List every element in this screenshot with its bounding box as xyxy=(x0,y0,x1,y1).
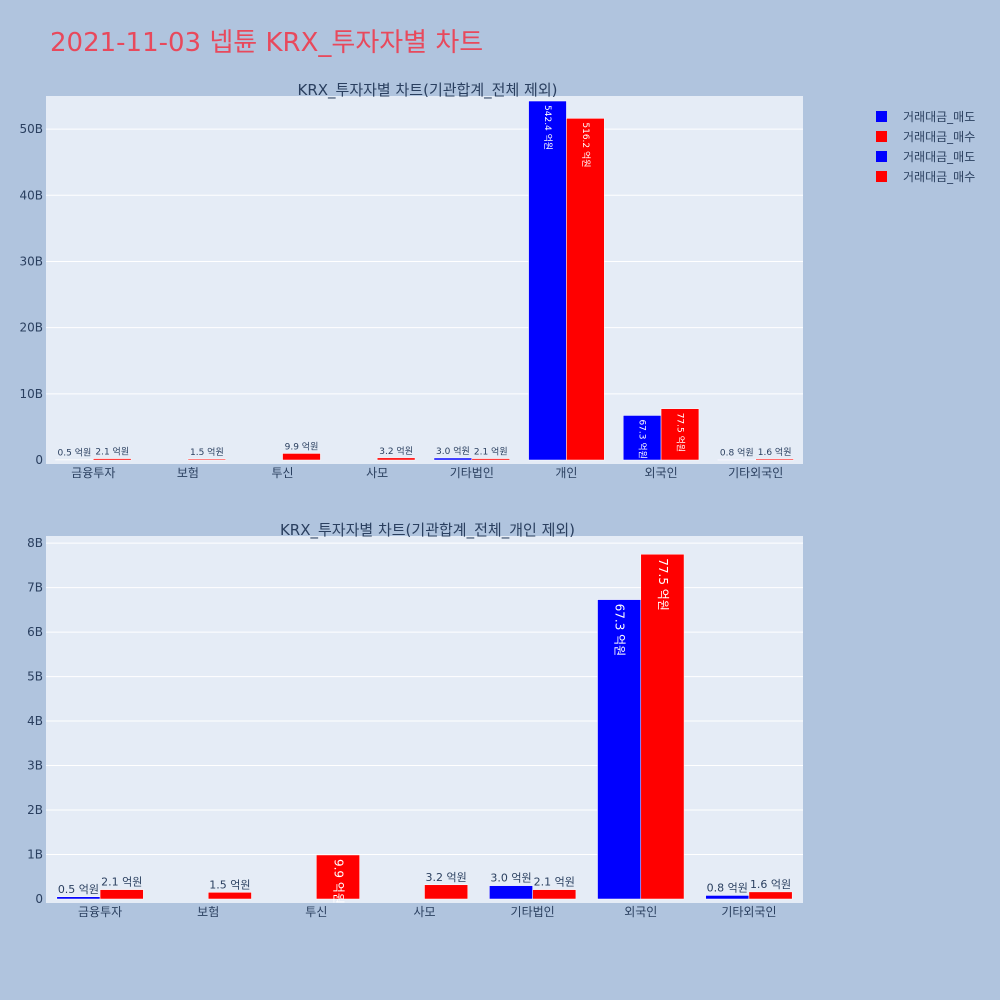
legend-item[interactable]: 거래대금_매도 xyxy=(876,106,975,126)
bar-buy xyxy=(640,553,685,900)
data-label: 0.8 억원 xyxy=(720,446,754,458)
x-tick-label: 투신 xyxy=(272,466,294,480)
x-tick-label: 보험 xyxy=(177,466,199,480)
bar-buy xyxy=(207,892,252,900)
legend[interactable]: 거래대금_매도 거래대금_매수 거래대금_매도 거래대금_매수 xyxy=(876,106,975,186)
data-label: 3.0 억원 xyxy=(490,872,531,885)
bar-buy xyxy=(282,453,321,461)
page-title: 2021-11-03 넵튠 KRX_투자자별 차트 xyxy=(50,28,484,58)
data-label: 3.0 억원 xyxy=(436,445,470,457)
data-label: 2.1 억원 xyxy=(474,446,508,458)
bar-sell xyxy=(597,599,642,900)
legend-swatch-buy xyxy=(876,130,887,142)
chart-title: KRX_투자자별 차트(기관합계_전체_개인 제외) xyxy=(280,521,575,540)
data-label: 9.9 억원 xyxy=(331,859,345,904)
legend-swatch-sell xyxy=(876,110,887,122)
x-tick-label: 보험 xyxy=(197,905,219,919)
legend-swatch-buy xyxy=(876,170,887,182)
bar-buy xyxy=(660,408,700,461)
data-label: 1.5 억원 xyxy=(209,878,250,891)
bar-buy xyxy=(748,891,793,900)
data-label: 0.5 억원 xyxy=(58,447,92,459)
y-tick-label: 0 xyxy=(35,892,43,906)
bar-buy xyxy=(376,457,416,461)
bar-sell xyxy=(56,896,101,900)
y-tick-label: 50B xyxy=(19,122,43,136)
y-tick-label: 7B xyxy=(27,581,43,595)
data-label: 2.1 억원 xyxy=(101,876,142,889)
x-tick-label: 사모 xyxy=(413,905,435,919)
y-tick-label: 2B xyxy=(27,803,43,817)
y-tick-label: 40B xyxy=(19,188,43,202)
x-tick-label: 기타법인 xyxy=(450,466,494,480)
chart-1: 0 10B 20B 30B 40B 50B KRX_투자자별 차트(기관합계_전체 제외) 금… xyxy=(19,81,803,480)
data-label: 0.5 억원 xyxy=(58,883,99,896)
data-label: 1.5 억원 xyxy=(190,446,224,458)
data-label: 67.3 억원 xyxy=(637,419,649,458)
x-tick-label: 금융투자 xyxy=(78,905,122,919)
x-tick-label: 개인 xyxy=(555,466,577,480)
y-tick-label: 0 xyxy=(35,453,43,467)
x-tick-label: 외국인 xyxy=(645,466,678,480)
legend-item[interactable]: 거래대금_매수 xyxy=(876,126,975,146)
data-label: 2.1 억원 xyxy=(95,446,129,458)
legend-label: 거래대금_매수 xyxy=(903,169,976,184)
data-label: 3.2 억원 xyxy=(426,871,467,884)
y-tick-label: 8B xyxy=(27,536,43,550)
bar-buy xyxy=(316,854,360,900)
bar-sell xyxy=(433,457,473,461)
bar-buy xyxy=(755,458,794,461)
y-tick-label: 30B xyxy=(19,254,43,268)
plot-area xyxy=(46,96,803,464)
legend-label: 거래대금_매도 xyxy=(903,149,976,164)
x-tick-label: 사모 xyxy=(366,466,388,480)
bar-sell xyxy=(717,459,756,461)
x-tick-label: 기타외국인 xyxy=(728,466,783,480)
y-tick-label: 3B xyxy=(27,759,43,773)
y-tick-label: 5B xyxy=(27,670,43,684)
x-tick-label: 외국인 xyxy=(624,905,657,919)
data-label: 516.2 억원 xyxy=(580,122,592,167)
data-label: 77.5 억원 xyxy=(656,558,670,611)
legend-label: 거래대금_매수 xyxy=(903,129,976,144)
data-label: 77.5 억원 xyxy=(674,413,686,452)
x-tick-label: 금융투자 xyxy=(71,466,115,480)
y-tick-label: 20B xyxy=(19,321,43,335)
y-tick-label: 1B xyxy=(27,848,43,862)
data-label: 9.9 억원 xyxy=(285,440,319,452)
bar-buy xyxy=(99,889,144,900)
x-tick-label: 투신 xyxy=(305,905,327,919)
bar-buy xyxy=(532,889,577,900)
legend-item[interactable]: 거래대금_매도 xyxy=(876,146,975,166)
bar-buy xyxy=(566,118,605,461)
data-label: 1.6 억원 xyxy=(758,446,792,458)
data-label: 0.8 억원 xyxy=(707,881,748,894)
x-tick-label: 기타외국인 xyxy=(721,905,776,919)
bar-sell xyxy=(622,415,662,461)
y-tick-label: 6B xyxy=(27,625,43,639)
bar-sell xyxy=(489,885,533,900)
legend-label: 거래대금_매도 xyxy=(903,109,976,124)
legend-item[interactable]: 거래대금_매수 xyxy=(876,166,975,186)
data-label: 2.1 억원 xyxy=(534,876,575,889)
legend-swatch-sell xyxy=(876,150,887,162)
bar-sell xyxy=(528,100,567,461)
data-label: 67.3 억원 xyxy=(613,604,627,657)
bar-buy xyxy=(187,458,227,461)
data-label: 1.6 억원 xyxy=(750,878,791,891)
chart-2: 0 1B 2B 3B 4B 5B 6B 7B 8B KRX_투자자별 차트(기관합계_전체_개인 … xyxy=(27,521,803,919)
bar-buy xyxy=(471,458,510,461)
data-label: 3.2 억원 xyxy=(379,445,413,457)
bar-buy xyxy=(93,458,132,461)
data-label: 542.4 억원 xyxy=(542,105,554,150)
chart-title: KRX_투자자별 차트(기관합계_전체 제외) xyxy=(298,81,558,100)
x-tick-label: 기타법인 xyxy=(511,905,555,919)
bar-sell xyxy=(705,895,750,900)
y-tick-label: 4B xyxy=(27,714,43,728)
y-tick-label: 10B xyxy=(19,387,43,401)
bar-buy xyxy=(424,884,469,900)
plot-area xyxy=(46,536,803,903)
